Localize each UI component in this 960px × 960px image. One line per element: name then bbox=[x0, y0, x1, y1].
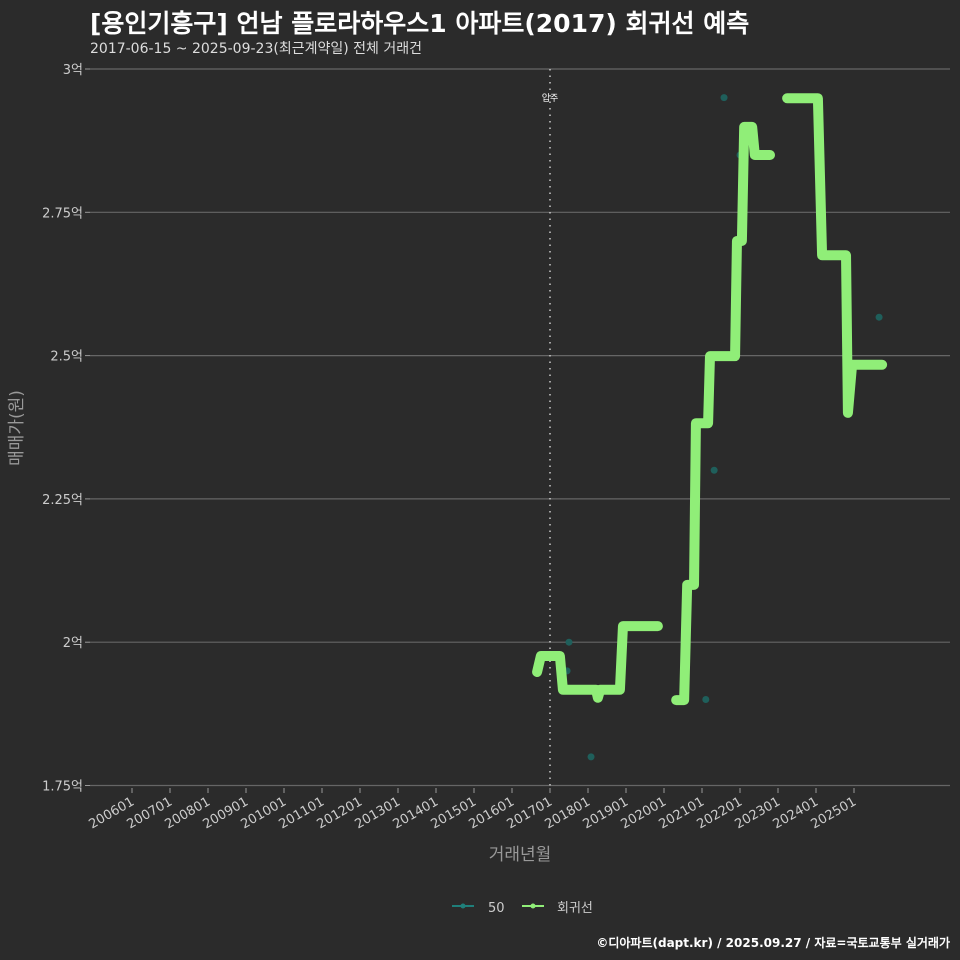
y-axis-title: 매매가(원) bbox=[7, 390, 27, 466]
regression-line-segment bbox=[671, 121, 776, 706]
legend-key-regression-dot bbox=[530, 903, 536, 909]
y-tick-label: 2.5억 bbox=[50, 350, 83, 365]
scatter-point bbox=[875, 313, 883, 321]
y-tick-label: 1.75억 bbox=[42, 780, 83, 795]
y-tick-label: 3억 bbox=[63, 63, 83, 78]
move-in-label: 입주 bbox=[542, 92, 559, 104]
source-footer: ©디아파트(dapt.kr) / 2025.09.27 / 자료=국토교통부 실… bbox=[596, 936, 950, 950]
regression-line-segment bbox=[532, 621, 663, 703]
y-tick-label: 2.25억 bbox=[42, 493, 83, 508]
regression-line-segment bbox=[782, 93, 888, 418]
legend-label-50: 50 bbox=[488, 901, 505, 916]
y-tick-label: 2.75억 bbox=[42, 206, 83, 221]
scatter-point bbox=[565, 638, 573, 646]
chart-title: [용인기흥구] 언남 플로라하우스1 아파트(2017) 회귀선 예측 bbox=[90, 9, 750, 38]
y-tick-label: 2억 bbox=[63, 636, 83, 651]
scatter-point bbox=[587, 753, 595, 761]
scatter-point bbox=[720, 94, 728, 102]
legend-key-50-dot bbox=[460, 903, 466, 909]
chart-subtitle: 2017-06-15 ~ 2025-09-23(최근계약일) 전체 거래건 bbox=[90, 41, 422, 57]
scatter-point bbox=[702, 696, 710, 704]
x-axis-title: 거래년월 bbox=[489, 845, 552, 865]
scatter-point bbox=[710, 466, 718, 474]
legend-label-regression: 회귀선 bbox=[557, 901, 593, 916]
